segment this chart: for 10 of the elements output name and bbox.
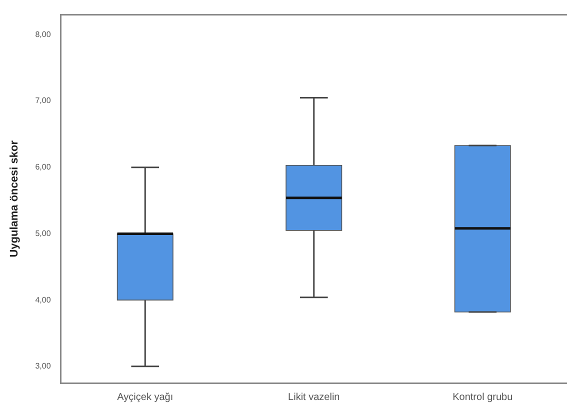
y-tick-label: 7,00 — [35, 96, 52, 106]
y-tick-label: 3,00 — [35, 362, 52, 371]
x-tick-label: Likit vazelin — [288, 392, 340, 403]
y-tick-label: 5,00 — [35, 228, 52, 238]
y-axis-title: Uygulama öncesi skor — [8, 140, 21, 258]
y-tick-label: 4,00 — [35, 295, 52, 304]
x-tick-label: Ayçiçek yağı — [117, 392, 174, 403]
x-tick-label: Kontrol grubu — [452, 392, 513, 403]
y-tick-label: 8,00 — [35, 30, 52, 39]
y-tick-label: 6,00 — [35, 162, 52, 172]
